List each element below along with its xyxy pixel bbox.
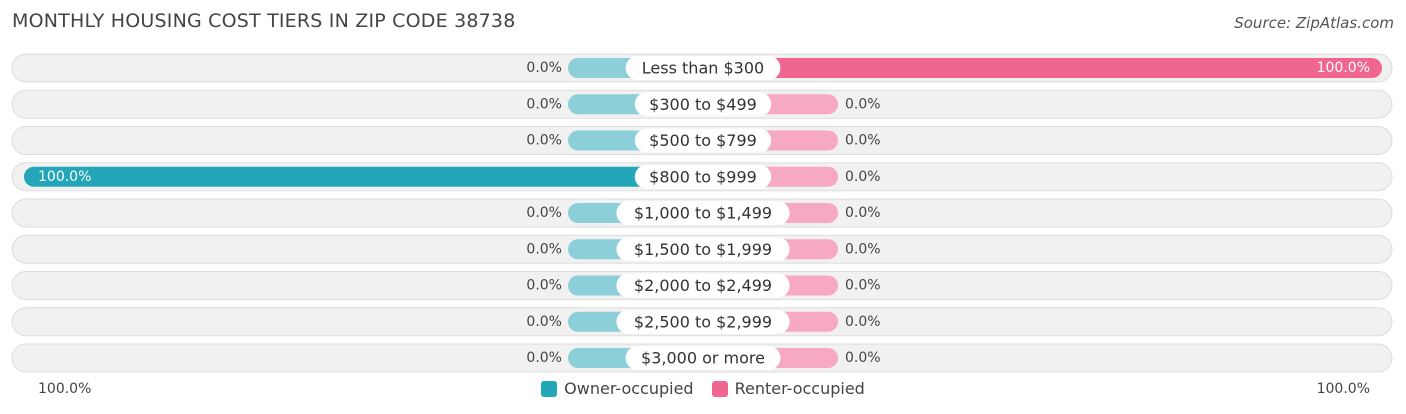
renter-value-label: 0.0%	[845, 278, 881, 294]
owner-value-label: 0.0%	[526, 96, 562, 112]
category-label: $1,000 to $1,499	[634, 204, 772, 223]
legend: Owner-occupied Renter-occupied	[0, 379, 1406, 398]
renter-value-label: 0.0%	[845, 205, 881, 221]
category-pill	[634, 92, 772, 117]
owner-value-label: 0.0%	[526, 241, 562, 257]
category-pill	[625, 346, 781, 370]
category-pill	[616, 237, 790, 262]
category-pill	[616, 273, 790, 298]
category-label: $2,000 to $2,499	[634, 276, 772, 295]
category-pill	[634, 164, 772, 189]
category-label: Less than $300	[642, 59, 764, 78]
category-label: $500 to $799	[649, 131, 757, 150]
owner-value-label: 0.0%	[526, 314, 562, 330]
owner-value-label: 0.0%	[526, 350, 562, 366]
legend-item-renter: Renter-occupied	[711, 379, 865, 398]
category-pill	[625, 56, 781, 80]
owner-value-label: 0.0%	[526, 278, 562, 294]
legend-swatch-renter	[711, 380, 728, 397]
renter-value-label: 0.0%	[845, 241, 881, 257]
source-label: Source: ZipAtlas.com	[1234, 14, 1394, 32]
owner-bar	[24, 166, 703, 187]
chart-title: MONTHLY HOUSING COST TIERS IN ZIP CODE 3…	[12, 10, 516, 32]
renter-bar	[703, 58, 1382, 78]
category-label: $1,500 to $1,999	[634, 240, 772, 259]
category-label: $300 to $499	[649, 95, 757, 114]
category-label: $3,000 or more	[641, 349, 765, 368]
category-pill	[616, 201, 790, 225]
category-label: $800 to $999	[649, 167, 757, 186]
axis-left-label: 100.0%	[38, 381, 92, 397]
legend-swatch-owner	[541, 380, 558, 397]
renter-value-label: 0.0%	[845, 314, 881, 330]
category-pill	[616, 309, 790, 334]
owner-value-label: 100.0%	[38, 169, 91, 185]
renter-value-label: 0.0%	[845, 169, 881, 185]
legend-item-owner: Owner-occupied	[541, 379, 694, 398]
axis-right-label: 100.0%	[1316, 381, 1370, 397]
owner-value-label: 0.0%	[526, 133, 562, 149]
legend-label-renter: Renter-occupied	[734, 379, 865, 398]
category-pill	[634, 128, 772, 153]
legend-label-owner: Owner-occupied	[564, 379, 694, 398]
renter-value-label: 0.0%	[845, 133, 881, 149]
renter-value-label: 0.0%	[845, 350, 881, 366]
owner-value-label: 0.0%	[526, 205, 562, 221]
renter-value-label: 100.0%	[1317, 60, 1370, 76]
renter-value-label: 0.0%	[845, 96, 881, 112]
owner-value-label: 0.0%	[526, 60, 562, 76]
category-label: $2,500 to $2,999	[634, 312, 772, 331]
